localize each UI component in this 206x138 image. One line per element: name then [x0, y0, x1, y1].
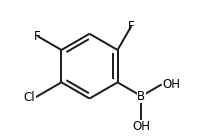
Text: B: B: [137, 90, 145, 103]
Text: OH: OH: [163, 78, 181, 91]
Text: F: F: [128, 20, 135, 33]
Text: OH: OH: [132, 120, 150, 133]
Text: Cl: Cl: [23, 91, 35, 104]
Text: F: F: [34, 30, 41, 43]
